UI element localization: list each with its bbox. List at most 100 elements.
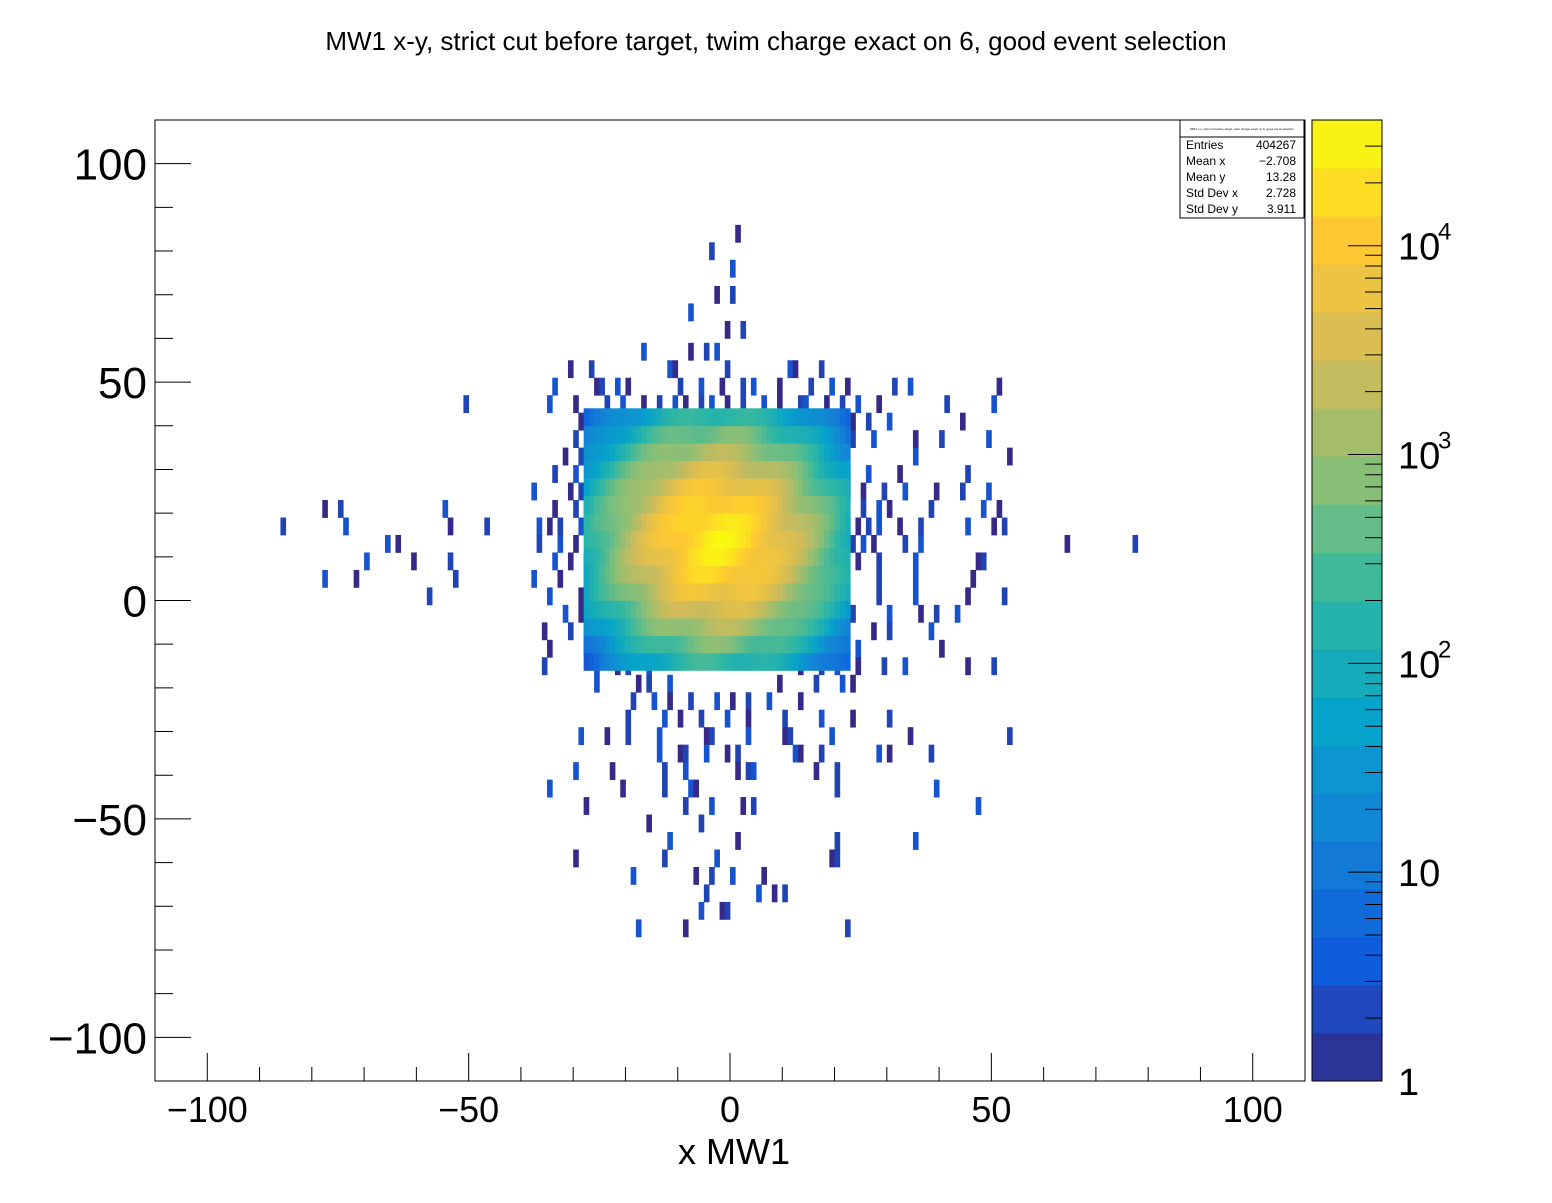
heatmap-cell [824, 478, 830, 497]
heatmap-cell [787, 408, 794, 427]
heatmap-cell [625, 425, 632, 444]
heatmap-cell [714, 548, 720, 566]
heatmap-cell [562, 604, 569, 623]
heatmap-cell [703, 652, 710, 671]
heatmap-cell [682, 495, 689, 514]
heatmap-cell [792, 617, 799, 636]
heatmap-cell [845, 443, 851, 462]
heatmap-cell [609, 425, 616, 444]
heatmap-cell [583, 565, 590, 584]
heatmap-cell [698, 395, 705, 414]
heatmap-cell [651, 617, 658, 636]
heatmap-cell [787, 727, 794, 746]
heatmap-cell [782, 565, 788, 584]
heatmap-cell [698, 600, 705, 619]
heatmap-cell [761, 866, 767, 885]
heatmap-cell [735, 443, 741, 462]
heatmap-cell [594, 460, 600, 479]
heatmap-cell [280, 517, 287, 536]
heatmap-cell [615, 495, 621, 514]
heatmap-cell [777, 600, 783, 619]
heatmap-cell [578, 587, 585, 606]
heatmap-cell [834, 652, 841, 671]
heatmap-cell [531, 569, 537, 588]
heatmap-cell [855, 552, 862, 571]
heatmap-cell [672, 443, 679, 462]
heatmap-cell [703, 495, 710, 514]
heatmap-cell [672, 460, 679, 479]
heatmap-cell [724, 495, 731, 514]
heatmap-cell [604, 600, 611, 619]
heatmap-cell [735, 460, 741, 479]
heatmap-cell [787, 600, 794, 619]
heatmap-cell [745, 565, 752, 584]
heatmap-cell [667, 600, 673, 619]
heatmap-cell [797, 565, 804, 584]
heatmap-cell [803, 565, 809, 584]
heatmap-cell [599, 548, 605, 566]
heatmap-cell [635, 478, 642, 497]
heatmap-cell [656, 530, 663, 549]
heatmap-cell [724, 425, 731, 444]
heatmap-cell [667, 635, 673, 654]
heatmap-cell [667, 513, 673, 532]
heatmap-cell [724, 744, 731, 763]
heatmap-cell [667, 408, 673, 427]
palette-band [1312, 936, 1382, 986]
heatmap-cell [745, 460, 752, 479]
heatmap-cell [662, 478, 668, 497]
heatmap-cell [625, 408, 632, 427]
heatmap-cell [724, 360, 731, 379]
heatmap-cell [803, 495, 809, 514]
heatmap-cell [698, 377, 705, 396]
heatmap-cell [719, 901, 726, 920]
heatmap-cell [615, 635, 621, 654]
heatmap-cell [630, 692, 637, 711]
heatmap-cell [829, 727, 835, 746]
heatmap-cell [709, 530, 715, 549]
heatmap-cell [594, 583, 600, 601]
heatmap-cell [792, 530, 799, 549]
heatmap-cell [588, 408, 595, 427]
heatmap-cell [818, 709, 825, 728]
heatmap-cell [845, 565, 851, 584]
heatmap-cell [703, 635, 710, 654]
heatmap-cell [782, 478, 788, 497]
palette-band [1312, 1032, 1382, 1082]
heatmap-cell [719, 495, 726, 514]
heatmap-cell [615, 377, 621, 396]
heatmap-cell [834, 530, 841, 549]
palette-band [1312, 888, 1382, 938]
heatmap-cell [756, 617, 762, 636]
heatmap-cell [803, 583, 809, 601]
heatmap-cell [735, 832, 741, 850]
heatmap-cell [588, 425, 595, 444]
heatmap-cell [834, 408, 841, 427]
heatmap-cell [714, 617, 720, 636]
heatmap-cell [599, 652, 605, 671]
heatmap-cell [912, 832, 919, 850]
heatmap-cell [792, 744, 799, 763]
heatmap-cell [703, 884, 710, 903]
heatmap-cell [682, 652, 689, 671]
heatmap-cell [709, 652, 715, 671]
heatmap-cell [808, 652, 815, 671]
heatmap-cell [991, 395, 997, 414]
heatmap-cell [845, 495, 851, 514]
heatmap-cell [594, 565, 600, 584]
heatmap-cell [850, 674, 856, 693]
heatmap-cell [656, 460, 663, 479]
heatmap-cell [620, 495, 626, 514]
heatmap-cell [792, 478, 799, 497]
heatmap-cell [604, 460, 611, 479]
heatmap-cell [813, 548, 820, 566]
heatmap-cell [829, 377, 835, 396]
heatmap-cell [834, 583, 841, 601]
heatmap-cell [792, 443, 799, 462]
heatmap-cell [761, 565, 767, 584]
heatmap-cell [839, 652, 846, 671]
heatmap-cell [641, 425, 647, 444]
heatmap-cell [656, 548, 663, 566]
heatmap-cell [635, 408, 642, 427]
heatmap-cell [646, 565, 652, 584]
